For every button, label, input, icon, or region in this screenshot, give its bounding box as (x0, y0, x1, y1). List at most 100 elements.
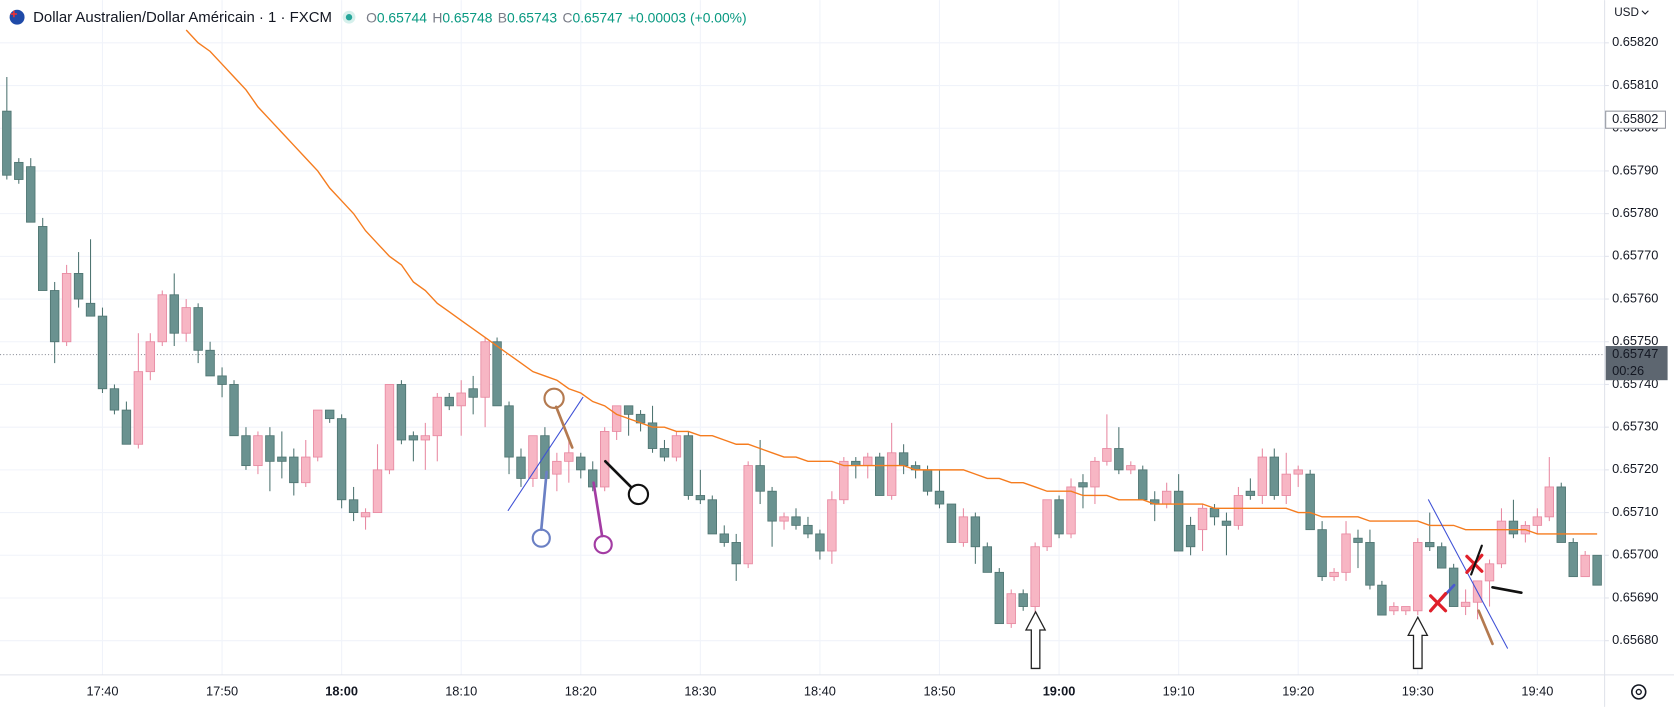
x-tick-label: 18:20 (565, 683, 597, 698)
candle-body (611, 405, 622, 432)
x-tick-label: 18:10 (445, 683, 477, 698)
candle-body (14, 161, 24, 180)
candle-body (504, 405, 514, 458)
pen-circle (543, 387, 565, 410)
candle-body (121, 409, 132, 445)
candle-body (1018, 593, 1028, 607)
currency[interactable]: USD (1614, 6, 1639, 19)
candle-body (85, 302, 96, 317)
pen-circle (627, 483, 650, 506)
pen-circle (531, 528, 551, 548)
candle-body (1484, 563, 1495, 582)
candle-body (324, 409, 335, 420)
candle-body (970, 516, 981, 548)
candle-body (61, 273, 72, 343)
candle-body (1221, 520, 1232, 526)
candle-body (946, 503, 957, 543)
x-tick-label: 18:00 (325, 683, 358, 698)
y-tick-label: 0.65760 (1612, 290, 1658, 305)
settings-icon (1631, 684, 1647, 700)
candle-body (1436, 546, 1447, 569)
y-tick-label: 0.65770 (1612, 248, 1658, 263)
x-tick-label: 18:30 (684, 683, 716, 698)
candle-body (1185, 524, 1196, 548)
legend-value: 0.65743 (507, 9, 557, 25)
candle-body (576, 456, 586, 471)
pen-circle (593, 534, 613, 555)
candle-body (958, 516, 969, 543)
legend-key: B (498, 9, 507, 25)
candle-body (1580, 554, 1590, 578)
trend-line (1427, 499, 1508, 649)
candle-body (169, 294, 179, 334)
candle-body (1138, 469, 1148, 501)
settings-button[interactable] (1631, 684, 1647, 700)
candle-body (647, 422, 658, 449)
candle-body (193, 307, 203, 351)
candle-body (348, 499, 359, 513)
candle-body (1592, 554, 1602, 586)
candle-body (420, 435, 431, 441)
pen-line (554, 405, 574, 449)
candle-body (1413, 542, 1423, 612)
candle-body (1197, 507, 1208, 531)
candles (2, 29, 1602, 628)
candle-body (1377, 584, 1387, 616)
candle-body (253, 435, 263, 467)
pen-line (1491, 585, 1523, 594)
pen-line (539, 470, 548, 531)
axes: 0.65680 0.65690 0.65700 0.65710 0.65720 0.657… (86, 34, 1668, 698)
candle-body (277, 456, 287, 462)
cross-mark (1428, 592, 1448, 613)
candle-body (1353, 537, 1363, 543)
legend-change: +0.00003 (+0.00%) (628, 9, 747, 25)
candle-body (552, 460, 562, 475)
candle-body (1401, 606, 1411, 612)
x-tick-label: 19:00 (1043, 683, 1076, 698)
x-tick-label: 19:10 (1163, 683, 1195, 698)
pen-line (1470, 544, 1483, 576)
candle-body (1006, 593, 1016, 625)
candle-body (1305, 473, 1315, 531)
candle-body (301, 456, 311, 484)
x-tick-label: 19:20 (1282, 683, 1314, 698)
candle-body (372, 469, 383, 513)
countdown-label: 00:26 (1612, 363, 1644, 378)
price-marker-box (1605, 110, 1666, 129)
candle-body (1556, 486, 1566, 543)
y-tick-label: 0.65680 (1612, 632, 1658, 647)
arrow (1024, 610, 1047, 670)
candle-body (181, 307, 191, 334)
candle-body (528, 435, 538, 479)
settings-icon (1635, 688, 1642, 696)
candle-body (1293, 469, 1303, 475)
candle-body (839, 460, 849, 501)
arrow (1407, 615, 1429, 670)
candle-body (994, 571, 1004, 625)
legend-key: H (432, 9, 442, 25)
price-marker-label: 0.65802 (1612, 111, 1658, 126)
candle-body (791, 516, 801, 526)
x-tick-label: 19:40 (1521, 683, 1553, 698)
candle-body (480, 341, 490, 398)
candle-body (26, 166, 36, 223)
y-tick-label: 0.65730 (1612, 419, 1658, 434)
pen-line (603, 459, 633, 489)
y-tick-label: 0.65710 (1612, 504, 1658, 519)
legend-key: O (366, 9, 377, 25)
candle-body (1090, 460, 1100, 488)
candle-body (241, 435, 251, 467)
candle-body (815, 533, 825, 552)
candle-body (1173, 490, 1184, 552)
candle-body (1532, 516, 1543, 526)
candle-body (1126, 465, 1136, 471)
x-tick-label: 19:30 (1402, 683, 1434, 698)
candle-body (38, 226, 48, 291)
trend-line (507, 396, 584, 511)
candle-body (863, 456, 873, 467)
candle-body (157, 294, 167, 343)
candle-body (1114, 448, 1124, 471)
ohlc-legend: O0.65744 H0.65748 B0.65743 C0.65747 +0.00003… (366, 9, 747, 25)
candle-body (599, 431, 610, 488)
